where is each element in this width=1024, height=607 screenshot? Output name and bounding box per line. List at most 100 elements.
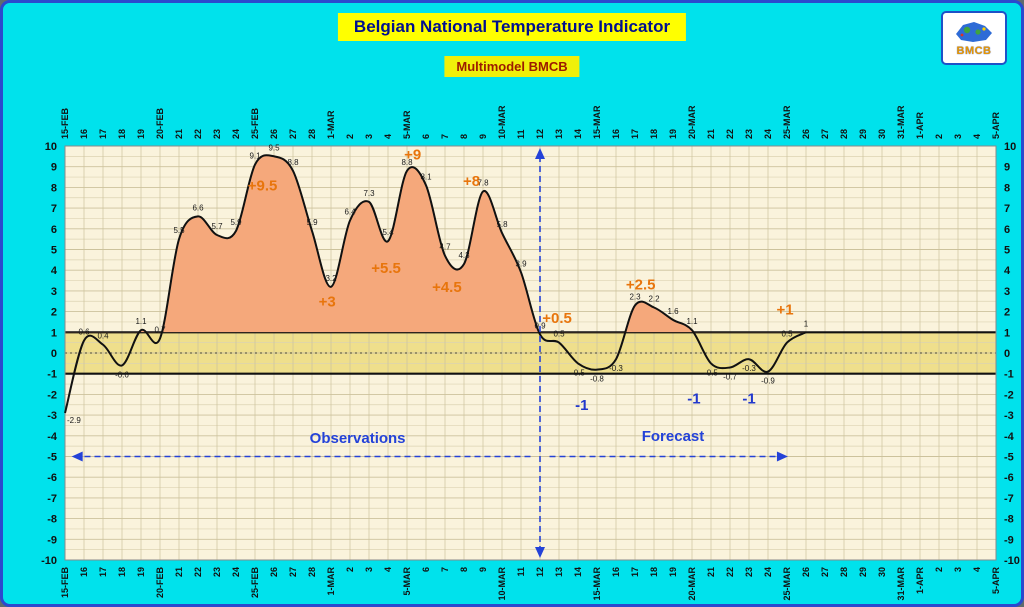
svg-text:16: 16	[611, 129, 621, 139]
svg-text:-6: -6	[1004, 472, 1014, 484]
svg-text:-0.5: -0.5	[704, 368, 718, 377]
svg-text:5.5: 5.5	[173, 226, 185, 235]
svg-text:-0.8: -0.8	[590, 375, 604, 384]
svg-text:-9: -9	[47, 534, 57, 546]
point-labels: -2.9 0.6 0.4 -0.6 1.1 0.7 5.5 6.6 5.7 5.9 9.1 9.5 8.…	[67, 143, 809, 425]
svg-text:5.9: 5.9	[306, 218, 318, 227]
svg-text:2: 2	[934, 134, 944, 139]
svg-text:17: 17	[98, 567, 108, 577]
svg-text:9: 9	[51, 162, 57, 174]
svg-text:3.9: 3.9	[515, 259, 527, 268]
annotation-label: +0.5	[542, 310, 572, 327]
annotation-label: -1	[575, 397, 588, 414]
svg-text:23: 23	[744, 567, 754, 577]
annotation-label: +3	[319, 293, 336, 310]
svg-text:17: 17	[98, 129, 108, 139]
svg-text:1-MAR: 1-MAR	[326, 110, 336, 139]
svg-text:2: 2	[51, 307, 57, 319]
svg-text:28: 28	[307, 129, 317, 139]
svg-text:-4: -4	[1004, 431, 1015, 443]
svg-text:18: 18	[117, 129, 127, 139]
svg-text:3: 3	[364, 134, 374, 139]
svg-text:23: 23	[212, 129, 222, 139]
annotation-label: -1	[742, 391, 755, 408]
x-axis-labels-bottom: 15-FEB 16 17 18 19 20-FEB 21 22 23 24 25-FEB 26 27 28…	[60, 567, 1001, 601]
svg-text:21: 21	[174, 129, 184, 139]
temperature-area	[65, 155, 806, 333]
svg-text:22: 22	[193, 567, 203, 577]
svg-text:2: 2	[1004, 307, 1010, 319]
svg-text:1-APR: 1-APR	[915, 567, 925, 595]
svg-text:21: 21	[706, 567, 716, 577]
svg-text:3: 3	[953, 134, 963, 139]
plot-frame	[64, 145, 997, 561]
svg-text:7: 7	[440, 134, 450, 139]
svg-text:27: 27	[288, 129, 298, 139]
svg-text:4: 4	[383, 567, 393, 572]
svg-text:-0.7: -0.7	[723, 373, 737, 382]
svg-text:26: 26	[801, 129, 811, 139]
svg-text:28: 28	[839, 567, 849, 577]
svg-text:3: 3	[51, 286, 57, 298]
svg-text:2.3: 2.3	[629, 292, 641, 301]
svg-text:-5: -5	[1004, 452, 1014, 464]
svg-text:4: 4	[383, 134, 393, 139]
svg-text:16: 16	[79, 129, 89, 139]
svg-text:24: 24	[231, 567, 241, 577]
annotation-label: -1	[687, 391, 700, 408]
grid	[64, 145, 997, 561]
svg-text:5-APR: 5-APR	[991, 111, 1001, 139]
svg-text:19: 19	[136, 567, 146, 577]
svg-text:28: 28	[839, 129, 849, 139]
svg-text:8: 8	[459, 567, 469, 572]
svg-text:0.4: 0.4	[97, 332, 109, 341]
svg-text:10-MAR: 10-MAR	[497, 567, 507, 601]
svg-text:24: 24	[763, 129, 773, 139]
svg-text:1-MAR: 1-MAR	[326, 567, 336, 596]
bmcb-logo-text: BMCB	[956, 45, 992, 57]
annotations: +9.5 +9 +8 +5.5 +4.5 +3 +0.5 +2.5 +1 -1 -1 -1	[248, 146, 794, 414]
svg-text:0.5: 0.5	[781, 330, 793, 339]
svg-text:4: 4	[1004, 265, 1011, 277]
svg-text:-4: -4	[47, 431, 58, 443]
svg-text:-8: -8	[47, 514, 57, 526]
svg-text:2: 2	[345, 134, 355, 139]
svg-text:6: 6	[421, 567, 431, 572]
svg-text:-10: -10	[41, 555, 57, 567]
svg-text:5.8: 5.8	[496, 220, 508, 229]
annotation-label: +1	[777, 302, 794, 319]
annotation-label: +9.5	[248, 177, 278, 194]
svg-text:7: 7	[51, 203, 57, 215]
svg-text:-9: -9	[1004, 534, 1014, 546]
svg-text:14: 14	[573, 129, 583, 139]
svg-text:7: 7	[440, 567, 450, 572]
svg-text:-0.3: -0.3	[609, 364, 623, 373]
svg-text:8.8: 8.8	[401, 158, 413, 167]
svg-text:11: 11	[516, 129, 526, 139]
svg-text:24: 24	[763, 567, 773, 577]
svg-text:15-MAR: 15-MAR	[592, 105, 602, 139]
svg-text:4.7: 4.7	[439, 243, 451, 252]
temperature-curve	[64, 154, 807, 414]
forecast-region-label: Forecast	[642, 428, 705, 445]
svg-text:19: 19	[136, 129, 146, 139]
y-axis-labels: -10 -10-9 -9-8 -8-7 -7-6 -6-5 -5-4 -4-3 -3-2 -2-1…	[41, 141, 1020, 567]
svg-text:20-MAR: 20-MAR	[687, 567, 697, 601]
svg-text:1.1: 1.1	[135, 317, 147, 326]
observations-region-label: Observations	[310, 430, 406, 447]
svg-text:4: 4	[51, 265, 58, 277]
svg-text:8: 8	[1004, 182, 1010, 194]
annotation-label: +2.5	[626, 277, 656, 294]
svg-text:-7: -7	[1004, 493, 1014, 505]
svg-text:15-MAR: 15-MAR	[592, 567, 602, 601]
svg-text:1.6: 1.6	[667, 307, 679, 316]
svg-text:21: 21	[706, 129, 716, 139]
svg-text:29: 29	[858, 567, 868, 577]
svg-text:26: 26	[269, 567, 279, 577]
svg-text:27: 27	[820, 129, 830, 139]
svg-text:17: 17	[630, 567, 640, 577]
svg-text:26: 26	[801, 567, 811, 577]
svg-text:26: 26	[269, 129, 279, 139]
svg-text:5: 5	[1004, 245, 1010, 257]
svg-text:5: 5	[51, 245, 57, 257]
